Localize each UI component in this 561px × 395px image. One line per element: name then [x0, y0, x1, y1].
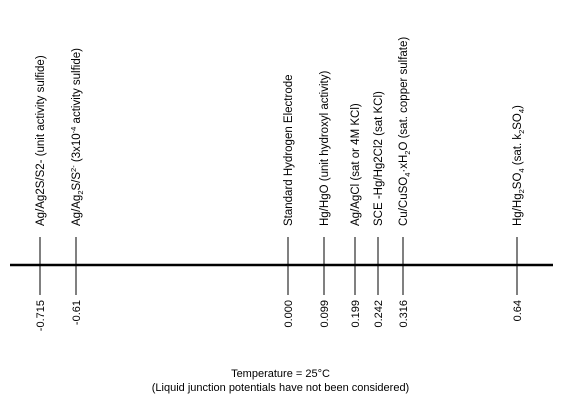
potential-value-hg-hg2so4: 0.64: [512, 300, 524, 321]
electrode-label-hg-hg2so4: Hg/Hg2SO4 (sat. k2SO4): [512, 105, 526, 226]
potential-value-ag-agcl: 0.199: [350, 300, 362, 328]
potential-value-sce: 0.242: [373, 300, 385, 328]
electrode-label-sce: SCE -Hg/Hg2Cl2 (sat KCl): [373, 91, 385, 226]
electrode-label-ag-ag2s-3e-4: Ag/Ag2S/S2- (3x10-4 activity sulfide): [69, 48, 85, 226]
electrode-label-hg-hgo: Hg/HgO (unit hydroxyl activity): [319, 71, 331, 226]
electrode-label-ag-agcl: Ag/AgCl (sat or 4M KCl): [350, 103, 362, 226]
electrode-label-she: Standard Hydrogen Electrode: [283, 74, 295, 226]
potential-value-ag-ag2s-unit: -0.715: [35, 300, 47, 331]
liquid-junction-note: (Liquid junction potentials have not bee…: [151, 382, 410, 394]
potential-value-cu-cuso4: 0.316: [398, 300, 410, 328]
temperature-note: Temperature = 25°C: [231, 368, 330, 380]
electrode-label-cu-cuso4: Cu/CuSO4·xH2O (sat. copper sulfate): [398, 37, 412, 226]
potential-value-she: 0.000: [283, 300, 295, 328]
potential-value-hg-hgo: 0.099: [319, 300, 331, 328]
electrode-label-ag-ag2s-unit: Ag/Ag2S/S2- (unit activity sulfide): [35, 55, 47, 226]
potential-value-ag-ag2s-3e-4: -0.61: [71, 300, 83, 325]
